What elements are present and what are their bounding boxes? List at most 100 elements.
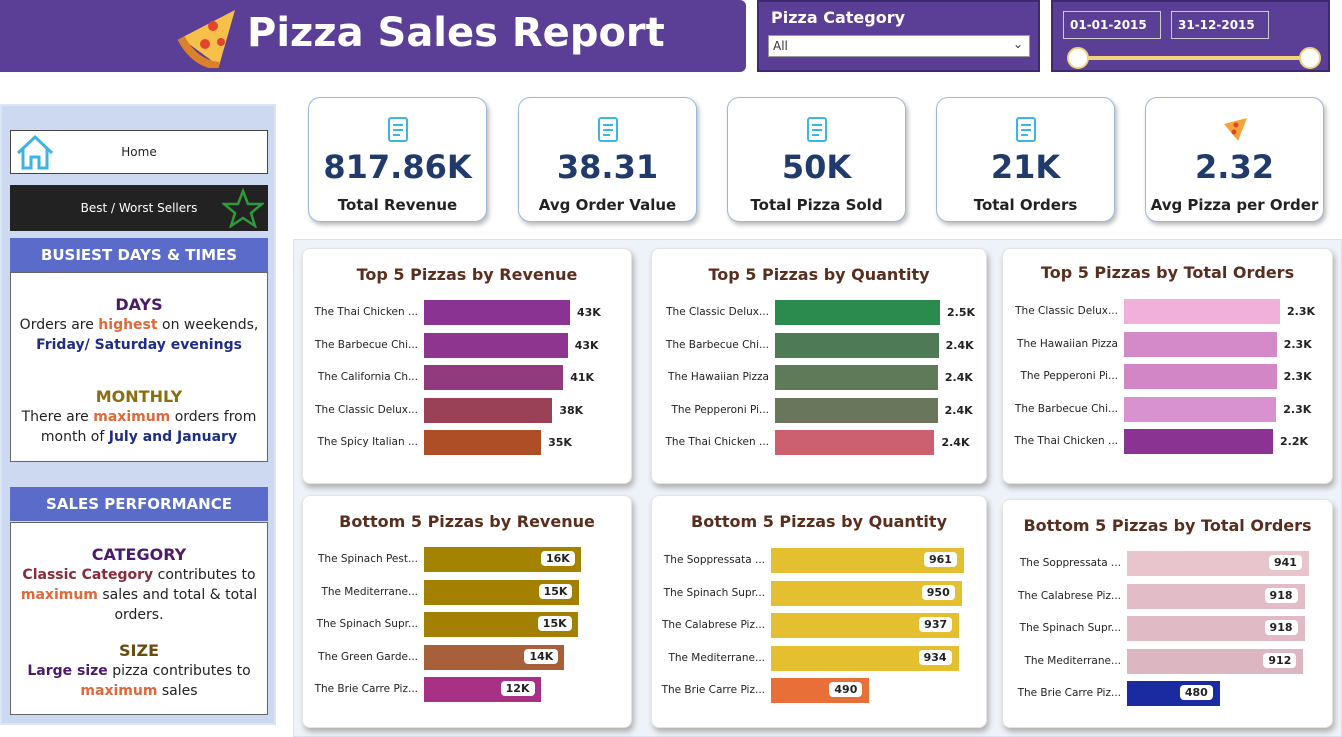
title: Pizza Sales Report xyxy=(247,10,665,56)
chart-card: Bottom 5 Pizzas by Quantity The Soppressa… xyxy=(651,495,987,728)
category-label: The Barbecue Chi... xyxy=(665,338,769,351)
category-label: The Spinach Supr... xyxy=(1019,622,1121,634)
category-label: The Thai Chicken ... xyxy=(1014,435,1118,447)
insight-text: Orders are highest on weekends, Friday/ S… xyxy=(19,315,259,355)
slider-handle[interactable] xyxy=(1067,47,1089,69)
bar xyxy=(775,365,938,390)
text: sales and total & total orders. xyxy=(97,587,258,623)
value-label: 2.3K xyxy=(1283,337,1312,351)
category-label: The Hawaiian Pizza xyxy=(668,371,769,383)
insight-title: MONTHLY xyxy=(95,387,183,406)
home-button[interactable]: Home xyxy=(10,130,268,174)
kpi-icon xyxy=(807,117,827,142)
category-label: The Spicy Italian ... xyxy=(317,436,418,448)
chart-card: Top 5 Pizzas by Revenue The Thai Chicken … xyxy=(302,248,632,484)
chart-title: Top 5 Pizzas by Quantity xyxy=(708,265,930,284)
value-label: 2.4K xyxy=(945,338,974,352)
text: highest xyxy=(98,317,158,333)
value-label: 2.5K xyxy=(947,306,976,319)
category-label: The Brie Carre Piz... xyxy=(314,683,418,695)
insight-text: Large size pizza contributes to maximum … xyxy=(19,661,259,701)
category-label: The Green Garde... xyxy=(318,650,418,663)
insight-box: CATEGORY Classic Category contributes to… xyxy=(10,522,268,715)
text: maximum xyxy=(80,683,158,699)
kpi-card: 21K Total Orders xyxy=(936,97,1115,222)
date-start[interactable]: 01-01-2015 xyxy=(1063,11,1161,39)
slider-handle[interactable] xyxy=(1299,47,1321,69)
kpi-value: 817.86K xyxy=(323,148,472,186)
home-icon xyxy=(16,134,54,170)
date-filter: 01-01-2015 31-12-2015 xyxy=(1051,0,1330,72)
kpi-card: 38.31 Avg Order Value xyxy=(518,97,697,222)
kpi-label: Total Orders xyxy=(973,196,1078,214)
nav-label: Best / Worst Sellers xyxy=(80,201,198,215)
chart-title: Bottom 5 Pizzas by Revenue xyxy=(339,512,595,531)
bar xyxy=(424,430,542,455)
bar xyxy=(1124,364,1277,389)
kpi-value: 50K xyxy=(781,148,852,186)
value-label: 2.2K xyxy=(1280,435,1309,448)
value-label: 2.4K xyxy=(944,403,973,417)
bar xyxy=(424,300,570,325)
side-panel: Home Best / Worst Sellers BUSIEST DAYS &… xyxy=(0,104,276,725)
value-label: 35K xyxy=(548,436,572,449)
value-label: 16K xyxy=(541,551,575,566)
bar xyxy=(775,430,935,455)
dropdown-value: All xyxy=(773,39,788,53)
chart-title: Bottom 5 Pizzas by Quantity xyxy=(691,512,947,531)
value-label: 41K xyxy=(570,371,595,384)
pizza-icon xyxy=(177,10,235,68)
text: contributes to xyxy=(153,567,256,583)
kpi-label: Total Pizza Sold xyxy=(750,196,883,214)
value-label: 2.3K xyxy=(1283,370,1312,383)
nav-label: Home xyxy=(121,145,157,159)
value-label: 950 xyxy=(921,584,955,600)
sellers-button[interactable]: Best / Worst Sellers xyxy=(10,185,268,231)
insight-text: There are maximum orders from month of J… xyxy=(19,407,259,447)
bar xyxy=(424,332,568,358)
chart-title: Top 5 Pizzas by Total Orders xyxy=(1040,263,1295,282)
kpi-label: Avg Pizza per Order xyxy=(1150,196,1319,214)
kpi-icon xyxy=(598,117,618,142)
text: Large size xyxy=(27,663,108,679)
category-label: The Spinach Supr... xyxy=(663,586,765,599)
bar xyxy=(775,397,938,423)
chart-card: Bottom 5 Pizzas by Revenue The Spinach Pe… xyxy=(302,495,632,728)
date-end[interactable]: 31-12-2015 xyxy=(1171,11,1269,39)
insight-title: CATEGORY xyxy=(91,545,187,564)
text: sales xyxy=(157,683,198,699)
text: maximum xyxy=(20,587,98,603)
kpi-card: 817.86K Total Revenue xyxy=(308,97,487,222)
value-label: 480 xyxy=(1179,685,1213,700)
category-label: The Thai Chicken ... xyxy=(665,436,769,448)
value-label: 38K xyxy=(559,403,584,417)
value-label: 2.3K xyxy=(1283,402,1312,416)
bar xyxy=(775,332,939,358)
kpi-value: 2.32 xyxy=(1195,148,1274,186)
bar xyxy=(1124,429,1274,454)
category-label: The Soppressata ... xyxy=(1019,557,1121,569)
category-label: The Pepperoni Pi... xyxy=(1020,370,1118,382)
category-label: The Classic Delux... xyxy=(666,306,769,318)
kpi-card: 2.32 Avg Pizza per Order xyxy=(1145,97,1324,222)
category-dropdown[interactable]: All ⌄ xyxy=(768,35,1030,57)
text: There are xyxy=(21,409,94,425)
text: Orders are xyxy=(19,317,99,333)
category-label: The Pepperoni Pi... xyxy=(671,403,769,416)
value-label: 912 xyxy=(1263,652,1297,668)
bar xyxy=(1124,331,1277,357)
bar xyxy=(775,300,940,325)
chart-title: Bottom 5 Pizzas by Total Orders xyxy=(1023,516,1312,535)
category-label: The Hawaiian Pizza xyxy=(1017,337,1118,350)
filter-label: Pizza Category xyxy=(771,8,906,27)
insight-title: DAYS xyxy=(115,295,163,314)
value-label: 934 xyxy=(918,649,952,665)
kpi-icon xyxy=(1016,117,1036,142)
text: orders from month of xyxy=(40,409,257,445)
value-label: 15K xyxy=(538,583,573,599)
value-label: 43K xyxy=(574,338,599,352)
chart-card: Top 5 Pizzas by Quantity The Classic Delu… xyxy=(651,248,987,484)
category-label: The Soppressata ... xyxy=(663,554,765,566)
category-label: The Classic Delux... xyxy=(315,403,418,416)
